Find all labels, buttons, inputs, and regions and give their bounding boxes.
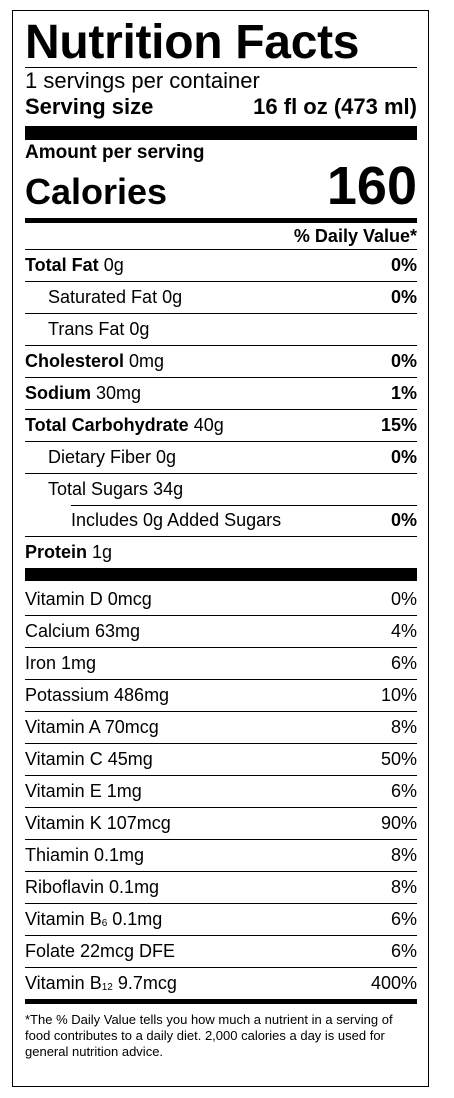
vitamin-dv: 6% <box>390 781 417 801</box>
serving-size-row: Serving size 16 fl oz (473 ml) <box>25 94 417 126</box>
vitamin-label: Potassium 486mg <box>25 685 170 705</box>
vitamin-row: Vitamin B12 9.7mcg 400% <box>25 967 417 999</box>
vitamin-label: Vitamin E 1mg <box>25 781 142 801</box>
vitamin-label-prefix: Vitamin B <box>25 909 102 929</box>
nutrient-dv: 1% <box>390 383 417 403</box>
nutrition-facts-label: Nutrition Facts 1 servings per container… <box>12 10 429 1087</box>
vitamin-label: Iron 1mg <box>25 653 97 673</box>
vitamin-dv: 50% <box>380 749 417 769</box>
vitamin-row: Riboflavin 0.1mg 8% <box>25 871 417 903</box>
nutrient-amount: 40g <box>193 415 224 435</box>
vitamin-row: Vitamin A 70mcg 8% <box>25 711 417 743</box>
vitamin-dv: 6% <box>390 909 417 929</box>
thick-divider <box>25 126 417 140</box>
vitamin-label: Riboflavin 0.1mg <box>25 877 160 897</box>
nutrient-label: Total Carbohydrate <box>25 415 189 435</box>
nutrient-row-dietary-fiber: Dietary Fiber 0g 0% <box>25 441 417 473</box>
nutrient-label: Includes 0g Added Sugars <box>71 510 282 530</box>
nutrient-row-total-carbohydrate: Total Carbohydrate 40g 15% <box>25 409 417 441</box>
nutrient-row-total-fat: Total Fat 0g 0% <box>25 249 417 281</box>
nutrient-label: Total Sugars 34g <box>48 479 184 499</box>
amount-per-serving: Amount per serving <box>25 142 205 163</box>
nutrient-amount: 1g <box>92 542 113 562</box>
vitamin-dv: 90% <box>380 813 417 833</box>
daily-value-header: % Daily Value* <box>293 226 417 246</box>
vitamin-label: Folate 22mcg DFE <box>25 941 176 961</box>
vitamin-dv: 8% <box>390 717 417 737</box>
nutrient-row-protein: Protein 1g <box>25 536 417 568</box>
nutrient-label: Dietary Fiber 0g <box>48 447 177 467</box>
vitamin-dv: 8% <box>390 877 417 897</box>
nutrient-dv: 0% <box>390 447 417 467</box>
nutrient-label: Total Fat <box>25 255 99 275</box>
vitamin-row: Potassium 486mg 10% <box>25 679 417 711</box>
vitamin-dv: 6% <box>390 653 417 673</box>
nutrient-label: Saturated Fat 0g <box>48 287 183 307</box>
vitamin-dv: 400% <box>370 973 417 993</box>
servings-per-container: 1 servings per container <box>25 68 260 93</box>
vitamin-row: Vitamin C 45mg 50% <box>25 743 417 775</box>
vitamin-label-suffix: 0.1mg <box>107 909 163 929</box>
nutrient-dv: 15% <box>380 415 417 435</box>
vitamin-label-suffix: 9.7mcg <box>112 973 177 993</box>
nutrient-label: Sodium <box>25 383 91 403</box>
vitamin-label-subscript: 6 <box>101 918 108 929</box>
vitamin-dv: 4% <box>390 621 417 641</box>
vitamin-dv: 0% <box>390 589 417 609</box>
calories-value: 160 <box>326 156 417 216</box>
divider <box>25 67 417 68</box>
thick-divider <box>25 568 417 581</box>
nutrient-dv: 0% <box>390 351 417 371</box>
vitamin-label: Vitamin C 45mg <box>25 749 153 769</box>
vitamin-dv: 10% <box>380 685 417 705</box>
nutrient-row-trans-fat: Trans Fat 0g <box>25 313 417 345</box>
vitamin-row: Vitamin K 107mcg 90% <box>25 807 417 839</box>
vitamin-label: Vitamin D 0mcg <box>25 589 152 609</box>
vitamin-label: Vitamin B6 0.1mg <box>25 909 162 930</box>
medium-divider <box>25 999 417 1004</box>
nutrient-dv: 0% <box>390 510 417 530</box>
nutrient-row-saturated-fat: Saturated Fat 0g 0% <box>25 281 417 313</box>
serving-size-label: Serving size <box>25 94 154 119</box>
vitamin-mineral-list: Vitamin D 0mcg 0% Calcium 63mg 4% Iron 1mg 6%… <box>25 584 417 999</box>
calories-label: Calories <box>25 171 168 212</box>
vitamin-row: Vitamin D 0mcg 0% <box>25 584 417 615</box>
vitamin-label: Thiamin 0.1mg <box>25 845 145 865</box>
vitamin-row: Iron 1mg 6% <box>25 647 417 679</box>
nutrient-row-total-sugars: Total Sugars 34g <box>25 473 417 505</box>
nutrient-row-cholesterol: Cholesterol 0mg 0% <box>25 345 417 377</box>
vitamin-label-subscript: 12 <box>101 982 113 993</box>
nutrient-label: Cholesterol <box>25 351 125 371</box>
nutrient-amount: 0g <box>103 255 124 275</box>
nutrient-amount: 0mg <box>129 351 165 371</box>
nutrient-row-sodium: Sodium 30mg 1% <box>25 377 417 409</box>
vitamin-dv: 8% <box>390 845 417 865</box>
nutrient-dv: 0% <box>390 255 417 275</box>
label-content: Nutrition Facts 1 servings per container… <box>25 11 417 1060</box>
vitamin-label-prefix: Vitamin B <box>25 973 102 993</box>
nutrient-label: Trans Fat 0g <box>48 319 150 339</box>
vitamin-dv: 6% <box>390 941 417 961</box>
vitamin-row: Thiamin 0.1mg 8% <box>25 839 417 871</box>
calories-row: Calories 160 <box>25 159 417 213</box>
footnote: *The % Daily Value tells you how much a … <box>25 1012 393 1059</box>
nutrient-label: Protein <box>25 542 88 562</box>
nutrient-row-added-sugars: Includes 0g Added Sugars 0% <box>25 505 417 536</box>
serving-size-value: 16 fl oz (473 ml) <box>253 94 417 119</box>
nutrient-amount: 30mg <box>96 383 142 403</box>
nutrient-dv: 0% <box>390 287 417 307</box>
vitamin-row: Vitamin B6 0.1mg 6% <box>25 903 417 935</box>
label-title: Nutrition Facts <box>25 16 360 69</box>
vitamin-row: Folate 22mcg DFE 6% <box>25 935 417 967</box>
vitamin-label: Vitamin K 107mcg <box>25 813 171 833</box>
vitamin-label: Vitamin B12 9.7mcg <box>25 973 177 994</box>
vitamin-row: Calcium 63mg 4% <box>25 615 417 647</box>
vitamin-label: Vitamin A 70mcg <box>25 717 159 737</box>
medium-divider <box>25 218 417 223</box>
vitamin-label: Calcium 63mg <box>25 621 141 641</box>
vitamin-row: Vitamin E 1mg 6% <box>25 775 417 807</box>
